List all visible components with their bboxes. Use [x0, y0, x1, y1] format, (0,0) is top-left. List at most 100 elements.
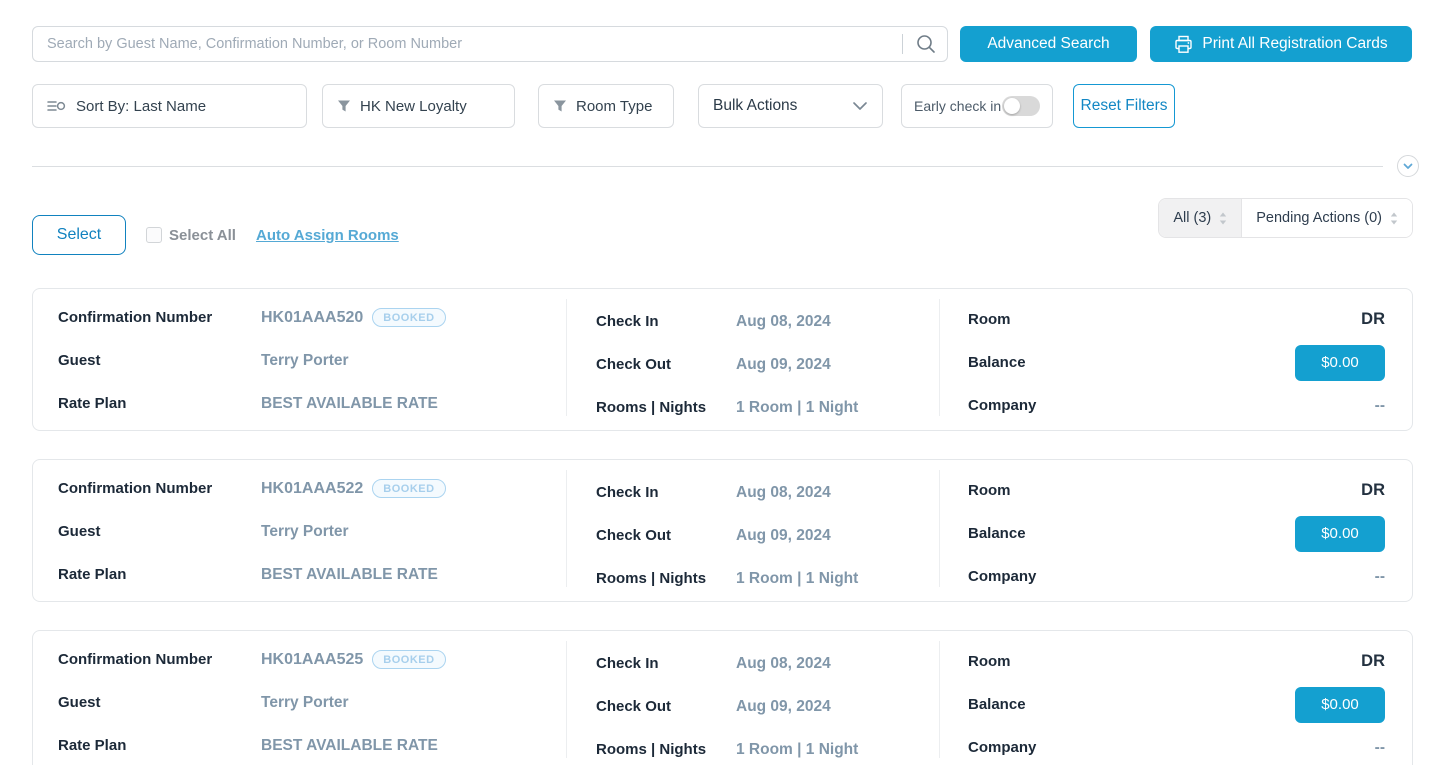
balance-label: Balance — [968, 354, 1026, 371]
rooms-nights-value: 1 Room | 1 Night — [736, 398, 859, 416]
check-in-value: Aug 08, 2024 — [736, 654, 831, 672]
company-value: -- — [1374, 567, 1385, 585]
card-room-column: Room DR Balance $0.00 Company -- — [939, 289, 1412, 430]
room-label: Room — [968, 311, 1011, 328]
reservation-card[interactable]: Confirmation Number HK01AAA522 BOOKED Gu… — [32, 459, 1413, 602]
select-all-checkbox[interactable] — [146, 227, 162, 243]
rate-plan-value: BEST AVAILABLE RATE — [261, 565, 438, 583]
company-label: Company — [968, 739, 1037, 756]
room-type-filter[interactable]: Room Type — [538, 84, 674, 128]
rooms-nights-row: Rooms | Nights 1 Room | 1 Night — [596, 557, 939, 600]
balance-button[interactable]: $0.00 — [1295, 686, 1385, 723]
room-value: DR — [1361, 481, 1385, 499]
rate-plan-value: BEST AVAILABLE RATE — [261, 736, 438, 754]
guest-value: Terry Porter — [261, 522, 349, 540]
company-value: -- — [1374, 396, 1385, 414]
reservation-list: Confirmation Number HK01AAA520 BOOKED Gu… — [32, 288, 1413, 765]
filters-divider — [32, 155, 1419, 177]
search-input-divider — [902, 34, 903, 54]
print-all-registration-cards-button[interactable]: Print All Registration Cards — [1150, 26, 1412, 62]
check-out-row: Check Out Aug 09, 2024 — [596, 514, 939, 557]
check-in-label: Check In — [596, 655, 659, 672]
balance-button[interactable]: $0.00 — [1295, 344, 1385, 381]
search-box — [32, 26, 948, 62]
balance-row: Balance $0.00 — [968, 512, 1385, 555]
sort-by-label: Sort By: Last Name — [76, 97, 207, 115]
rate-plan-row: Rate Plan BEST AVAILABLE RATE — [58, 553, 566, 596]
rate-plan-label: Rate Plan — [58, 566, 127, 583]
check-out-label: Check Out — [596, 356, 672, 373]
company-row: Company -- — [968, 726, 1385, 765]
confirmation-number-row: Confirmation Number HK01AAA520 BOOKED — [58, 296, 566, 339]
tab-pending-actions-label: Pending Actions (0) — [1256, 210, 1382, 226]
results-tabs: All (3) Pending Actions (0) — [1158, 198, 1413, 238]
select-all-control[interactable]: Select All — [146, 227, 236, 244]
rooms-nights-value: 1 Room | 1 Night — [736, 740, 859, 758]
card-guest-column: Confirmation Number HK01AAA520 BOOKED Gu… — [33, 289, 566, 430]
confirmation-number-row: Confirmation Number HK01AAA525 BOOKED — [58, 638, 566, 681]
reset-filters-button[interactable]: Reset Filters — [1073, 84, 1175, 128]
early-check-in-toggle[interactable] — [1002, 96, 1040, 116]
confirmation-number-label: Confirmation Number — [58, 480, 213, 497]
card-stay-column: Check In Aug 08, 2024 Check Out Aug 09, … — [566, 460, 939, 601]
check-in-value: Aug 08, 2024 — [736, 483, 831, 501]
guest-value: Terry Porter — [261, 693, 349, 711]
reservation-card[interactable]: Confirmation Number HK01AAA525 BOOKED Gu… — [32, 630, 1413, 765]
balance-row: Balance $0.00 — [968, 683, 1385, 726]
confirmation-number-value: HK01AAA525 — [261, 650, 364, 668]
auto-assign-rooms-link[interactable]: Auto Assign Rooms — [255, 226, 399, 244]
collapse-filters-button[interactable] — [1397, 155, 1419, 177]
balance-row: Balance $0.00 — [968, 341, 1385, 384]
company-row: Company -- — [968, 555, 1385, 598]
tab-all[interactable]: All (3) — [1159, 199, 1243, 237]
confirmation-number-label: Confirmation Number — [58, 651, 213, 668]
status-badge: BOOKED — [372, 650, 446, 669]
selection-row: Select Select All Auto Assign Rooms All … — [32, 198, 1413, 255]
front-desk-reservations-page: Advanced Search Print All Registration C… — [0, 26, 1445, 765]
guest-label: Guest — [58, 694, 101, 711]
loyalty-filter-label: HK New Loyalty — [360, 97, 467, 115]
search-button[interactable] — [913, 31, 939, 57]
balance-button[interactable]: $0.00 — [1295, 515, 1385, 552]
company-label: Company — [968, 397, 1037, 414]
card-room-column: Room DR Balance $0.00 Company -- — [939, 460, 1412, 601]
bulk-actions-dropdown[interactable]: Bulk Actions — [698, 84, 883, 128]
search-input[interactable] — [33, 27, 902, 61]
select-button[interactable]: Select — [32, 215, 126, 255]
balance-label: Balance — [968, 696, 1026, 713]
advanced-search-button[interactable]: Advanced Search — [960, 26, 1137, 62]
reservation-card[interactable]: Confirmation Number HK01AAA520 BOOKED Gu… — [32, 288, 1413, 431]
sort-icon — [47, 98, 66, 114]
confirmation-number-row: Confirmation Number HK01AAA522 BOOKED — [58, 467, 566, 510]
check-in-row: Check In Aug 08, 2024 — [596, 471, 939, 514]
check-in-row: Check In Aug 08, 2024 — [596, 642, 939, 685]
tab-pending-actions[interactable]: Pending Actions (0) — [1242, 199, 1412, 237]
early-check-in-label: Early check in — [914, 98, 1002, 114]
room-row: Room DR — [968, 640, 1385, 683]
card-guest-column: Confirmation Number HK01AAA525 BOOKED Gu… — [33, 631, 566, 765]
check-out-label: Check Out — [596, 698, 672, 715]
rooms-nights-label: Rooms | Nights — [596, 741, 707, 758]
divider-line — [32, 166, 1383, 167]
balance-label: Balance — [968, 525, 1026, 542]
rate-plan-row: Rate Plan BEST AVAILABLE RATE — [58, 724, 566, 765]
card-room-column: Room DR Balance $0.00 Company -- — [939, 631, 1412, 765]
chevron-down-icon — [1403, 163, 1413, 170]
check-out-value: Aug 09, 2024 — [736, 526, 831, 544]
company-label: Company — [968, 568, 1037, 585]
chevron-down-icon — [852, 101, 868, 111]
room-value: DR — [1361, 652, 1385, 670]
loyalty-filter[interactable]: HK New Loyalty — [322, 84, 515, 128]
room-row: Room DR — [968, 469, 1385, 512]
printer-icon — [1174, 35, 1193, 54]
search-toolbar: Advanced Search Print All Registration C… — [32, 26, 1413, 62]
guest-row: Guest Terry Porter — [58, 339, 566, 382]
check-in-label: Check In — [596, 484, 659, 501]
card-guest-column: Confirmation Number HK01AAA522 BOOKED Gu… — [33, 460, 566, 601]
sort-arrows-icon — [1219, 212, 1227, 225]
card-stay-column: Check In Aug 08, 2024 Check Out Aug 09, … — [566, 631, 939, 765]
room-row: Room DR — [968, 298, 1385, 341]
company-value: -- — [1374, 738, 1385, 756]
sort-by-dropdown[interactable]: Sort By: Last Name — [32, 84, 307, 128]
card-stay-column: Check In Aug 08, 2024 Check Out Aug 09, … — [566, 289, 939, 430]
